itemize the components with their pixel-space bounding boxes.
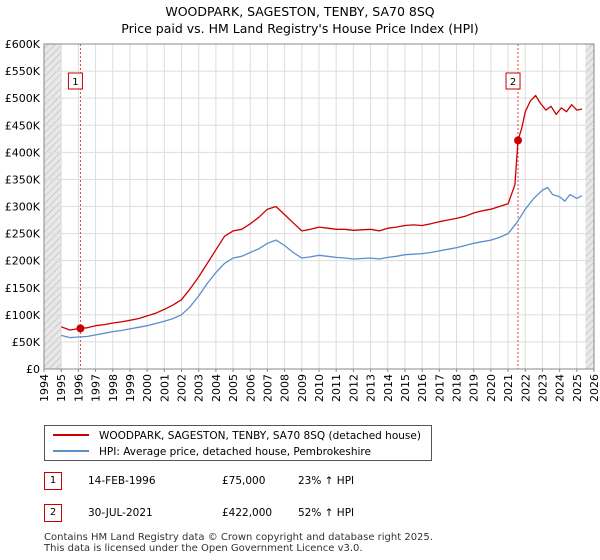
sale-label-box bbox=[67, 72, 83, 90]
legend-label-property: WOODPARK, SAGESTON, TENBY, SA70 8SQ (det… bbox=[99, 430, 421, 442]
chart-subtitle: Price paid vs. HM Land Registry's House … bbox=[121, 21, 479, 36]
axes: £0 £50K £100K £150K £200K £250K £300K £350K £400… bbox=[5, 38, 600, 402]
x-tick-label: 2017 bbox=[433, 374, 446, 402]
sale-date: 30-JUL-2021 bbox=[88, 507, 153, 519]
footer-licence: This data is licensed under the Open Gov… bbox=[44, 543, 363, 554]
legend: WOODPARK, SAGESTON, TENBY, SA70 8SQ (det… bbox=[44, 425, 432, 461]
sale-points bbox=[76, 136, 523, 333]
sale-price: £422,000 bbox=[222, 507, 273, 519]
x-tick-label: 2021 bbox=[502, 374, 515, 402]
x-tick-label: 2019 bbox=[468, 374, 481, 402]
sale-label-box bbox=[505, 72, 521, 90]
sale-label-text: 1 bbox=[72, 77, 78, 88]
x-tick-label: 2005 bbox=[227, 374, 240, 402]
y-tick-label: £550K bbox=[5, 65, 41, 78]
legend-swatch-property bbox=[53, 434, 89, 436]
x-tick-label: 2016 bbox=[416, 374, 429, 402]
series-lines bbox=[60, 94, 583, 339]
y-tick-label: £100K bbox=[5, 309, 41, 322]
x-tick-label: 2015 bbox=[399, 374, 412, 402]
y-tick-label: £0 bbox=[26, 363, 40, 376]
x-tick-label: 1998 bbox=[107, 374, 120, 402]
x-tick-label: 2011 bbox=[330, 374, 343, 402]
y-tick-label: £50K bbox=[12, 336, 41, 349]
sale-row: 1 14-FEB-1996 £75,000 23% ↑ HPI bbox=[44, 472, 404, 490]
x-tick-label: 2006 bbox=[244, 374, 257, 402]
x-tick-label: 1995 bbox=[55, 374, 68, 402]
x-tick-label: 2002 bbox=[176, 374, 189, 402]
legend-item-property: WOODPARK, SAGESTON, TENBY, SA70 8SQ (det… bbox=[53, 428, 421, 444]
y-tick-label: £200K bbox=[5, 255, 41, 268]
x-tick-label: 2023 bbox=[536, 374, 549, 402]
x-tick-label: 2020 bbox=[485, 374, 498, 402]
x-tick-label: 2018 bbox=[451, 374, 464, 402]
x-tick-label: 2003 bbox=[193, 374, 206, 402]
sale-point bbox=[514, 136, 523, 145]
property-price-line bbox=[60, 94, 583, 331]
hpi-line bbox=[61, 186, 583, 339]
x-tick-label: 2004 bbox=[210, 374, 223, 402]
y-tick-label: £150K bbox=[5, 282, 41, 295]
x-tick-label: 2007 bbox=[261, 374, 274, 402]
x-tick-label: 1999 bbox=[124, 374, 137, 402]
x-tick-label: 2025 bbox=[571, 374, 584, 402]
legend-item-hpi: HPI: Average price, detached house, Pemb… bbox=[53, 444, 371, 460]
y-tick-label: £300K bbox=[5, 201, 41, 214]
sale-point bbox=[76, 324, 85, 333]
sale-number-badge: 2 bbox=[44, 504, 62, 522]
chart-title-block: WOODPARK, SAGESTON, TENBY, SA70 8SQ Pric… bbox=[0, 3, 600, 37]
y-tick-label: £350K bbox=[5, 173, 41, 186]
y-tick-label: £450K bbox=[5, 119, 41, 132]
footer: Contains HM Land Registry data © Crown c… bbox=[44, 532, 433, 554]
chart-title: WOODPARK, SAGESTON, TENBY, SA70 8SQ bbox=[165, 4, 435, 19]
legend-label-hpi: HPI: Average price, detached house, Pemb… bbox=[99, 446, 371, 458]
x-tick-label: 1996 bbox=[72, 374, 85, 402]
y-tick-label: £600K bbox=[5, 38, 41, 51]
x-tick-label: 2001 bbox=[158, 374, 171, 402]
sale-date: 14-FEB-1996 bbox=[88, 475, 156, 487]
x-tick-label: 2000 bbox=[141, 374, 154, 402]
y-tick-label: £500K bbox=[5, 92, 41, 105]
x-tick-label: 2022 bbox=[519, 374, 532, 402]
sale-hpi-change: 52% ↑ HPI bbox=[298, 507, 355, 519]
sale-label-text: 2 bbox=[510, 77, 516, 88]
sale-row: 2 30-JUL-2021 £422,000 52% ↑ HPI bbox=[44, 504, 404, 522]
sale-number-badge: 1 bbox=[44, 472, 62, 490]
footer-copyright: Contains HM Land Registry data © Crown c… bbox=[44, 532, 433, 543]
y-tick-label: £250K bbox=[5, 228, 41, 241]
x-tick-label: 2014 bbox=[382, 374, 395, 402]
legend-swatch-hpi bbox=[53, 450, 89, 452]
x-tick-label: 2012 bbox=[347, 374, 360, 402]
x-tick-label: 2024 bbox=[554, 374, 567, 402]
x-tick-label: 1994 bbox=[38, 374, 51, 402]
x-tick-label: 2010 bbox=[313, 374, 326, 402]
grid bbox=[43, 43, 595, 370]
y-tick-label: £400K bbox=[5, 146, 41, 159]
x-tick-label: 2013 bbox=[365, 374, 378, 402]
sale-price: £75,000 bbox=[222, 475, 266, 487]
x-tick-label: 2026 bbox=[588, 374, 600, 402]
x-tick-label: 1997 bbox=[90, 374, 103, 402]
x-tick-label: 2008 bbox=[279, 374, 292, 402]
x-tick-label: 2009 bbox=[296, 374, 309, 402]
sale-hpi-change: 23% ↑ HPI bbox=[298, 475, 355, 487]
